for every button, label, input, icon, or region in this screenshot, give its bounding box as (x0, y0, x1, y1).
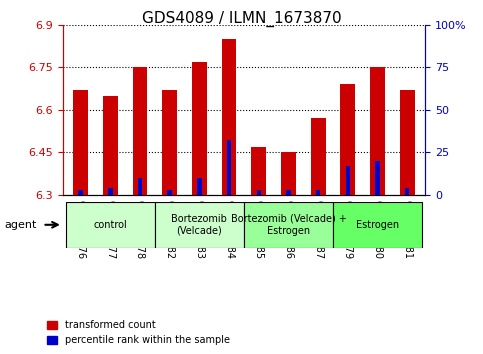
Bar (405, 188, 410, 195)
Bar (286, 190, 291, 195)
Bar (103, 96, 118, 195)
Bar (138, 178, 142, 195)
Bar (73, 90, 88, 195)
Bar (370, 67, 385, 195)
FancyBboxPatch shape (244, 202, 333, 248)
Bar (281, 152, 296, 195)
Bar (192, 62, 207, 195)
Bar (168, 190, 172, 195)
Bar (162, 90, 177, 195)
FancyBboxPatch shape (333, 202, 422, 248)
Text: control: control (93, 220, 127, 230)
Bar (132, 67, 147, 195)
Bar (375, 161, 380, 195)
Bar (197, 178, 201, 195)
Text: Bortezomib (Velcade) +
Estrogen: Bortezomib (Velcade) + Estrogen (230, 214, 346, 236)
Text: GDS4089 / ILMN_1673870: GDS4089 / ILMN_1673870 (142, 11, 341, 27)
FancyBboxPatch shape (155, 202, 244, 248)
FancyBboxPatch shape (66, 202, 155, 248)
Bar (346, 166, 350, 195)
Bar (227, 140, 231, 195)
Bar (341, 84, 355, 195)
Text: Bortezomib
(Velcade): Bortezomib (Velcade) (171, 214, 227, 236)
Bar (400, 90, 414, 195)
Bar (222, 39, 237, 195)
Text: Estrogen: Estrogen (356, 220, 399, 230)
Bar (316, 190, 320, 195)
Bar (108, 188, 113, 195)
Bar (311, 118, 326, 195)
Bar (256, 190, 261, 195)
Bar (78, 190, 83, 195)
Bar (251, 147, 266, 195)
Legend: transformed count, percentile rank within the sample: transformed count, percentile rank withi… (43, 316, 234, 349)
Text: agent: agent (5, 220, 37, 230)
